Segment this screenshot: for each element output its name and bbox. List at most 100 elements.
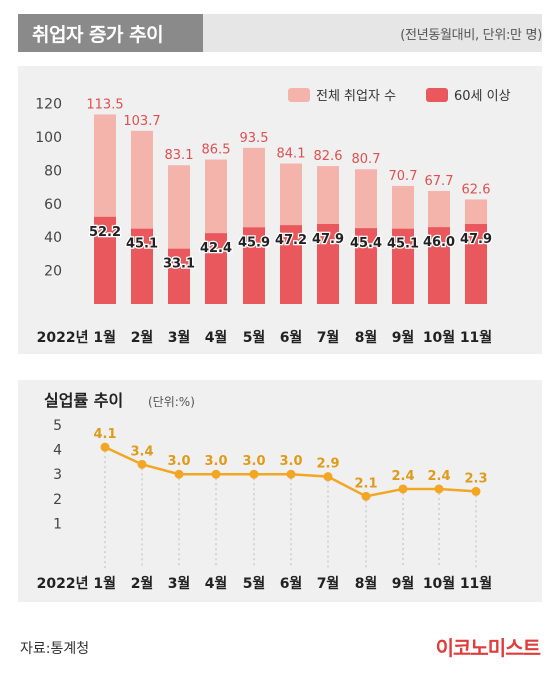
x-tick-label: 3월 bbox=[168, 575, 191, 592]
unemployment-line-chart: 실업률 추이 (단위:%) 5 4 3 2 1 4.1 2022년 1월 3.4 2월 3.0 3월 3.… bbox=[37, 391, 493, 592]
data-label-total: 103.7 bbox=[123, 114, 160, 129]
x-tick-label: 5월 bbox=[243, 575, 266, 592]
x-tick-label: 7월 bbox=[317, 329, 340, 346]
bar-60plus bbox=[280, 225, 302, 304]
chart-title: 취업자 증가 추이 bbox=[18, 14, 204, 52]
x-tick-label: 2월 bbox=[131, 329, 154, 346]
bar-60plus bbox=[131, 228, 153, 304]
data-label-60plus: 47.2 bbox=[275, 233, 307, 248]
data-label-60plus: 47.9 bbox=[312, 232, 344, 247]
data-label: 2.4 bbox=[427, 469, 450, 484]
bar-60plus bbox=[428, 227, 450, 304]
header-bar bbox=[203, 14, 542, 52]
x-tick-label: 8월 bbox=[355, 575, 378, 592]
x-tick-label: 2월 bbox=[131, 575, 154, 592]
data-label: 4.1 bbox=[93, 427, 116, 442]
x-tick-label: 5월 bbox=[243, 329, 266, 346]
bar-60plus bbox=[392, 228, 414, 304]
x-tick-label: 9월 bbox=[392, 329, 415, 346]
data-label-total: 83.1 bbox=[165, 148, 194, 163]
y-tick-label: 5 bbox=[53, 418, 62, 434]
x-tick-label: 4월 bbox=[205, 329, 228, 346]
y-tick-label: 2 bbox=[53, 492, 62, 508]
line-chart-title: 실업률 추이 bbox=[44, 391, 123, 410]
bar-60plus bbox=[465, 224, 487, 304]
bar-60plus bbox=[94, 216, 116, 304]
x-tick-label: 9월 bbox=[392, 575, 415, 592]
x-tick-label: 2022년 1월 bbox=[37, 575, 116, 592]
bar-60plus bbox=[355, 228, 377, 304]
x-tick-label: 6월 bbox=[280, 329, 303, 346]
data-label-60plus: 33.1 bbox=[163, 257, 195, 272]
legend-label-60plus: 60세 이상 bbox=[454, 89, 511, 104]
data-label: 2.3 bbox=[464, 471, 487, 486]
employment-bar-chart: 120 100 80 60 40 20 전체 취업자 수 60세 이상 113.5 52.2 202… bbox=[35, 88, 511, 346]
y-tick-label: 100 bbox=[35, 130, 62, 146]
data-point bbox=[398, 484, 408, 494]
data-label-60plus: 45.9 bbox=[238, 235, 270, 250]
y-tick-label: 3 bbox=[53, 467, 62, 483]
data-point bbox=[100, 442, 110, 452]
data-label-total: 84.1 bbox=[277, 147, 306, 162]
x-tick-label: 8월 bbox=[355, 329, 378, 346]
bar-60plus bbox=[243, 227, 265, 304]
data-label-60plus: 46.0 bbox=[423, 235, 455, 250]
x-tick-label: 4월 bbox=[205, 575, 228, 592]
employment-chart-panel: 120 100 80 60 40 20 전체 취업자 수 60세 이상 113.5 52.2 202… bbox=[18, 66, 542, 354]
data-label-total: 62.6 bbox=[462, 182, 491, 197]
data-label-total: 70.7 bbox=[389, 169, 418, 184]
data-label-total: 86.5 bbox=[202, 143, 231, 158]
y-tick-label: 40 bbox=[44, 230, 62, 246]
data-point bbox=[211, 469, 221, 479]
x-tick-label: 10월 bbox=[423, 329, 455, 346]
data-label: 2.1 bbox=[354, 476, 377, 491]
brand-logo: 이코노미스트 bbox=[435, 636, 541, 660]
x-tick-label: 11월 bbox=[460, 329, 492, 346]
bar-60plus bbox=[168, 248, 190, 304]
data-label: 3.4 bbox=[130, 444, 153, 459]
data-label-60plus: 45.1 bbox=[387, 237, 419, 252]
data-point bbox=[323, 472, 333, 482]
data-point bbox=[137, 459, 147, 469]
y-tick-label: 4 bbox=[53, 443, 62, 459]
legend-swatch-60plus bbox=[426, 88, 448, 102]
y-tick-label: 60 bbox=[44, 197, 62, 213]
data-label: 3.0 bbox=[242, 454, 265, 469]
data-label-total: 67.7 bbox=[425, 174, 454, 189]
data-label: 3.0 bbox=[204, 454, 227, 469]
data-point bbox=[361, 491, 371, 501]
data-label: 3.0 bbox=[279, 454, 302, 469]
data-label-60plus: 47.9 bbox=[460, 232, 492, 247]
data-label-total: 93.5 bbox=[240, 131, 269, 146]
data-label-60plus: 45.4 bbox=[350, 236, 382, 251]
data-label: 3.0 bbox=[167, 454, 190, 469]
data-point bbox=[471, 486, 481, 496]
x-tick-label: 10월 bbox=[423, 575, 455, 592]
data-label-total: 82.6 bbox=[314, 149, 343, 164]
line-chart-unit: (단위:%) bbox=[148, 395, 195, 409]
chart-unit: (전년동월대비, 단위:만 명) bbox=[400, 27, 542, 43]
bar-60plus bbox=[317, 224, 339, 304]
data-point bbox=[434, 484, 444, 494]
x-tick-label: 6월 bbox=[280, 575, 303, 592]
y-tick-label: 1 bbox=[53, 516, 62, 532]
data-label-60plus: 52.2 bbox=[89, 225, 121, 240]
y-tick-label: 120 bbox=[35, 97, 62, 113]
chart-header: 취업자 증가 추이 (전년동월대비, 단위:만 명) bbox=[18, 14, 542, 52]
legend-swatch-total bbox=[288, 88, 310, 102]
data-point bbox=[286, 469, 296, 479]
data-point bbox=[249, 469, 259, 479]
data-label: 2.9 bbox=[316, 457, 339, 472]
x-tick-label: 2022년 1월 bbox=[37, 329, 116, 346]
source-note: 자료:통계청 bbox=[20, 641, 90, 657]
unemployment-chart-panel: 실업률 추이 (단위:%) 5 4 3 2 1 4.1 2022년 1월 3.4 2월 3.0 3월 3.… bbox=[18, 380, 542, 602]
x-tick-label: 11월 bbox=[460, 575, 492, 592]
data-label-60plus: 45.1 bbox=[126, 237, 158, 252]
legend-label-total: 전체 취업자 수 bbox=[316, 89, 396, 104]
data-label-60plus: 42.4 bbox=[200, 241, 232, 256]
bar-60plus bbox=[205, 233, 227, 304]
data-label-total: 80.7 bbox=[352, 152, 381, 167]
data-label: 2.4 bbox=[391, 469, 414, 484]
x-tick-label: 7월 bbox=[317, 575, 340, 592]
y-tick-label: 80 bbox=[44, 163, 62, 179]
